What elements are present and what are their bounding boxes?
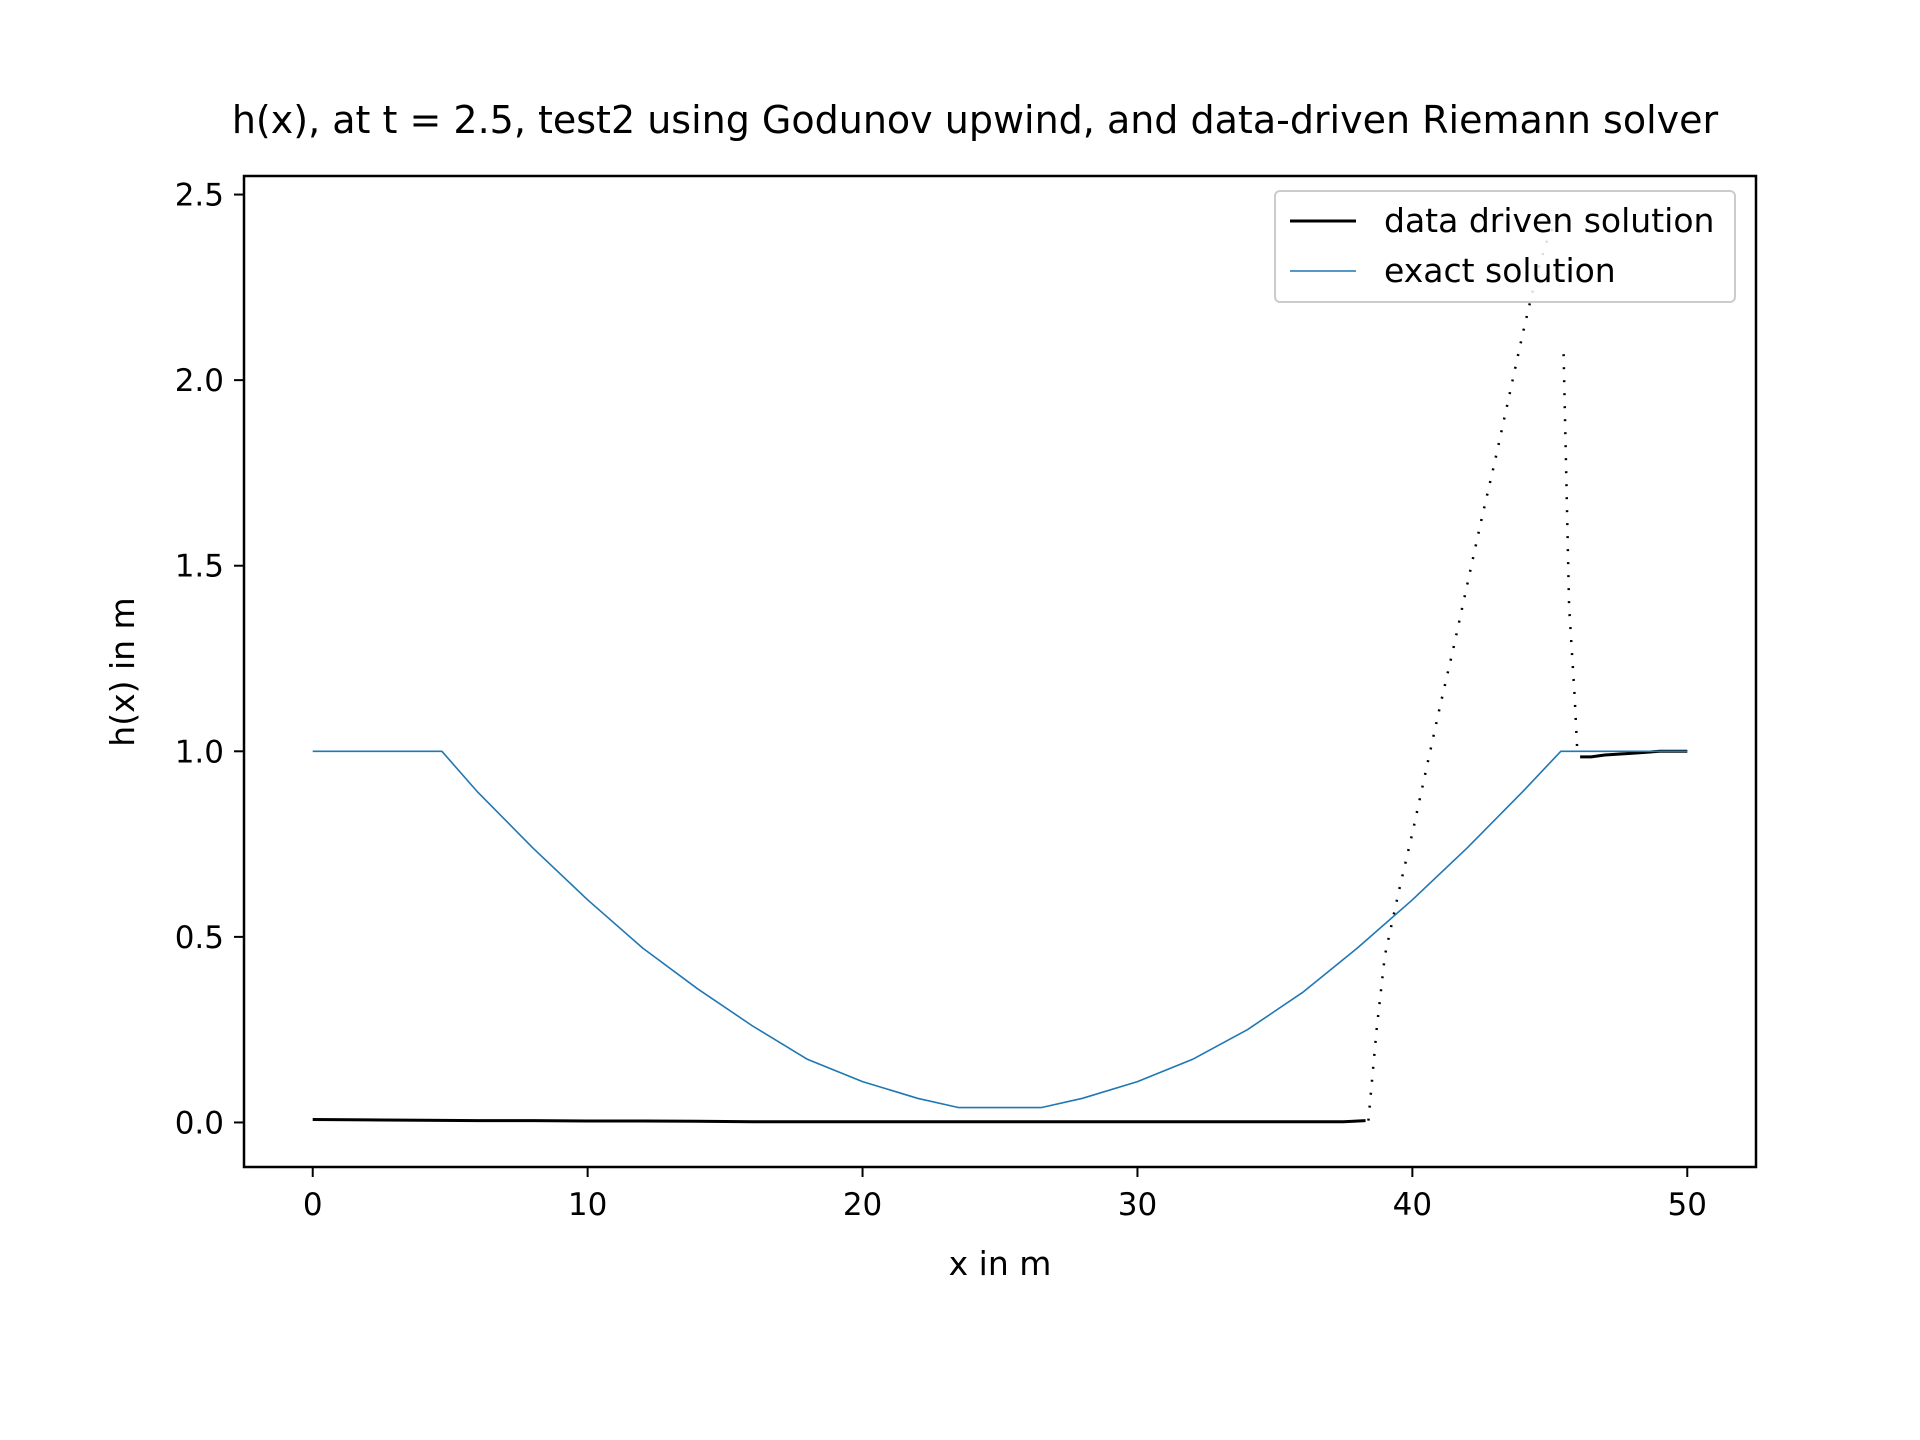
y-tick-label: 0.5 — [175, 920, 224, 956]
x-tick-label: 10 — [568, 1187, 607, 1223]
y-axis-label: h(x) in m — [103, 597, 142, 746]
x-tick-label: 50 — [1668, 1187, 1707, 1223]
y-tick-label: 2.5 — [175, 178, 224, 214]
plot-frame — [242, 174, 1758, 1169]
legend-box — [1274, 190, 1736, 303]
y-tick-label: 1.5 — [175, 549, 224, 585]
x-tick-label: 40 — [1393, 1187, 1432, 1223]
legend-label-exact: exact solution — [1384, 251, 1616, 290]
data-driven-solution-line-0 — [312, 1118, 1366, 1124]
exact-solution-line-4 — [312, 750, 1688, 1109]
y-tick-label: 1.0 — [175, 734, 224, 770]
legend-label-data-driven: data driven solution — [1384, 201, 1714, 240]
legend: data driven solution exact solution — [1274, 190, 1736, 303]
y-axis: 0.0 0.5 1.0 1.5 2.0 2.5 — [175, 178, 244, 1141]
x-tick-label: 0 — [303, 1187, 323, 1223]
x-axis: 0 10 20 30 40 50 — [303, 1167, 1707, 1223]
chart-title: h(x), at t = 2.5, test2 using Godunov up… — [232, 98, 1719, 142]
y-tick-label: 0.0 — [175, 1105, 224, 1141]
x-tick-label: 20 — [843, 1187, 882, 1223]
plot-lines — [312, 223, 1688, 1124]
x-axis-label: x in m — [949, 1244, 1052, 1283]
x-tick-label: 30 — [1118, 1187, 1157, 1223]
y-tick-label: 2.0 — [175, 363, 224, 399]
